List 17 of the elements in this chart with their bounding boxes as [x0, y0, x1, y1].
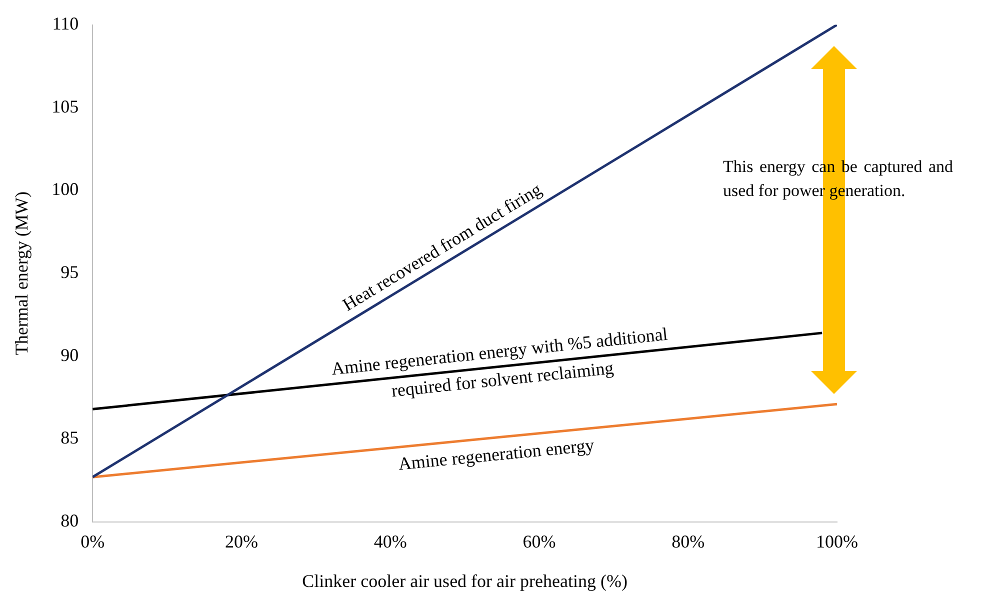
- annotation: Amine regeneration energy with %5 additional required for solvent reclaiming: [330, 324, 669, 401]
- y-tick-label: 85: [60, 428, 79, 448]
- y-tick-label: 100: [52, 179, 79, 200]
- x-tick-label: 0%: [80, 531, 105, 552]
- x-tick-label: 20%: [224, 531, 258, 552]
- y-tick-label: 105: [52, 96, 79, 116]
- y-tick-label: 90: [60, 344, 79, 365]
- y-tick-label: 110: [52, 14, 79, 34]
- x-tick-label: 100%: [816, 531, 858, 552]
- x-tick-label: 80%: [672, 531, 705, 552]
- x-tick-label: 40%: [374, 531, 407, 552]
- x-tick-label: 60%: [522, 531, 556, 552]
- y-tick-label: 95: [60, 262, 79, 282]
- y-tick-label: 80: [60, 510, 79, 531]
- annotation: Amine regeneration energy: [397, 434, 596, 474]
- y-axis-title: Thermal energy (MW): [12, 191, 32, 356]
- x-axis-title: Clinker cooler air used for air preheating (%): [302, 570, 628, 591]
